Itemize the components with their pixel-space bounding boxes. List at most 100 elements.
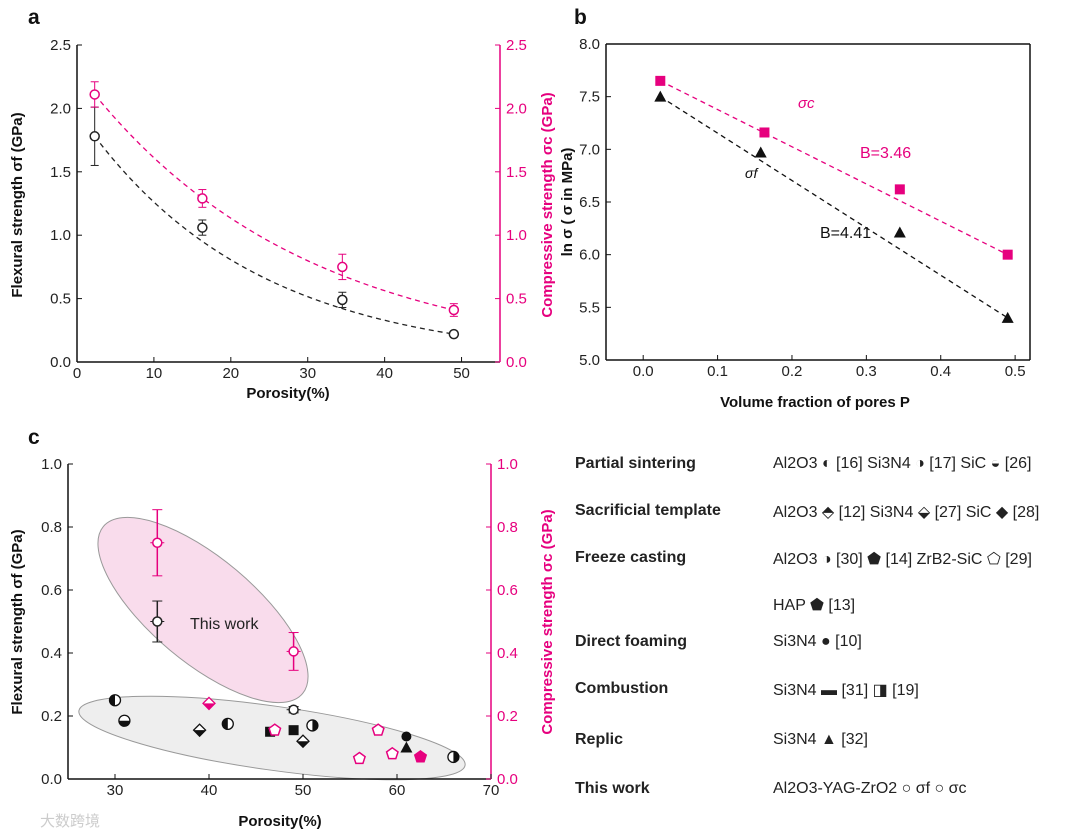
panel-c-this-work-point bbox=[288, 704, 299, 715]
panel-c-literature-point-fill bbox=[222, 718, 228, 730]
panel-a-x-tick-label: 40 bbox=[376, 365, 393, 382]
panel-a-data-point bbox=[337, 261, 348, 273]
panel-b-data-point bbox=[759, 127, 770, 138]
panel-c-x-tick-label: 40 bbox=[201, 782, 218, 799]
panel-label-c: c bbox=[28, 426, 40, 449]
legend-method: Freeze casting bbox=[575, 549, 687, 566]
panel-c-y-tick-label: 0.0 bbox=[41, 771, 62, 788]
panel-b-y-tick-label: 6.5 bbox=[579, 194, 600, 211]
panel-c-literature-point bbox=[371, 723, 385, 736]
panel-c-right-tick-label: 0.0 bbox=[497, 771, 518, 788]
panel-b-data-point bbox=[1002, 249, 1013, 260]
panel-b-y-tick-label: 7.0 bbox=[579, 141, 600, 158]
panel-a-x-tick-label: 50 bbox=[453, 365, 470, 382]
panel-c-literature-point-fill bbox=[297, 741, 309, 748]
this-work-ellipse bbox=[97, 516, 309, 704]
panel-c-literature-point-fill bbox=[203, 703, 215, 710]
watermark: 大数跨境 bbox=[40, 812, 100, 830]
panel-c-this-work-point bbox=[152, 537, 163, 548]
panel-c-this-work-point bbox=[152, 616, 163, 627]
panel-a-right-tick-label: 2.5 bbox=[506, 37, 527, 54]
panel-a-y-tick-label: 0.5 bbox=[50, 291, 71, 308]
panel-c-literature-point bbox=[400, 741, 413, 753]
panel-a-data-point bbox=[197, 193, 208, 204]
b-fit-f-label: B=4.41 bbox=[820, 225, 871, 242]
a-ylabel-right: Compressive strength σc (GPa) bbox=[539, 92, 556, 317]
panel-c-x-tick-label: 50 bbox=[295, 782, 312, 799]
legend-entries: Al2O3-YAG-ZrO2 ○ σf ○ σc bbox=[773, 780, 967, 797]
panel-b-x-tick-label: 0.2 bbox=[782, 363, 803, 380]
panel-c-y-tick-label: 0.8 bbox=[41, 519, 62, 536]
panel-c-y-tick-label: 0.4 bbox=[41, 645, 62, 662]
panel-b-data-point bbox=[754, 146, 767, 158]
panel-c-literature-point-fill bbox=[453, 751, 459, 763]
legend-method: This work bbox=[575, 780, 650, 797]
panel-c-y-tick-label: 1.0 bbox=[41, 456, 62, 473]
panel-c-literature-point-fill bbox=[118, 720, 130, 727]
panel-c-literature-point bbox=[352, 751, 366, 765]
legend-method: Combustion bbox=[575, 680, 669, 697]
legend-method: Direct foaming bbox=[575, 633, 688, 650]
panel-a-data-point bbox=[337, 294, 348, 306]
panel-c-right-tick-label: 0.6 bbox=[497, 582, 518, 599]
panel-a-fit-line-0 bbox=[94, 135, 454, 335]
panel-c-literature-point bbox=[401, 731, 412, 742]
c-ylabel-right: Compressive strength σc (GPa) bbox=[539, 509, 556, 734]
panel-a-y-tick-label: 2.0 bbox=[50, 100, 71, 117]
panel-c-literature-point-fill bbox=[312, 719, 318, 731]
panel-a-y-tick-label: 0.0 bbox=[50, 354, 71, 371]
panel-c-x-tick-label: 70 bbox=[483, 782, 500, 799]
panel-a-data-point bbox=[89, 89, 100, 100]
panel-a-right-tick-label: 1.0 bbox=[506, 227, 527, 244]
panel-a-data-point bbox=[448, 304, 460, 316]
panel-b-y-tick-label: 5.5 bbox=[579, 299, 600, 316]
panel-c-this-work-point bbox=[288, 646, 299, 657]
panel-a-x-tick-label: 10 bbox=[146, 365, 163, 382]
c-xlabel: Porosity(%) bbox=[238, 813, 321, 830]
panel-a-x-tick-label: 30 bbox=[299, 365, 316, 382]
panel-a-right-tick-label: 0.5 bbox=[506, 291, 527, 308]
this-work-annotation: This work bbox=[190, 616, 259, 633]
panel-b-data-point bbox=[1001, 311, 1014, 323]
legend-method: Sacrificial template bbox=[575, 502, 721, 519]
panel-a-y-tick-label: 1.5 bbox=[50, 164, 71, 181]
panel-b-x-tick-label: 0.0 bbox=[633, 363, 654, 380]
panel-c-y-tick-label: 0.2 bbox=[41, 708, 62, 725]
panel-a-x-tick-label: 0 bbox=[73, 365, 81, 382]
panel-b-data-point bbox=[655, 75, 666, 86]
b-ylabel: ln σ ( σ in MPa) bbox=[559, 148, 576, 257]
panel-c-right-tick-label: 0.8 bbox=[497, 519, 518, 536]
panel-c-literature-point-fill bbox=[193, 730, 206, 737]
panel-c-literature-point bbox=[288, 725, 299, 736]
c-ylabel: Flexural strength σf (GPa) bbox=[9, 529, 26, 714]
b-sigma-f-label: σf bbox=[745, 165, 759, 181]
panel-a-data-point bbox=[89, 131, 100, 142]
b-fit-c-label: B=3.46 bbox=[860, 145, 911, 162]
panel-b-y-tick-label: 5.0 bbox=[579, 352, 600, 369]
legend-entries: Si3N4 ● [10] bbox=[773, 633, 862, 650]
panel-a-fit-line-1 bbox=[94, 94, 455, 311]
legend-entries: Si3N4 ▬ [31] ◨ [19] bbox=[773, 682, 919, 699]
panel-a-right-tick-label: 0.0 bbox=[506, 354, 527, 371]
legend-entries: HAP ⬟ [13] bbox=[773, 597, 856, 614]
b-xlabel: Volume fraction of pores P bbox=[720, 394, 910, 411]
panel-b-data-point bbox=[893, 226, 906, 238]
panel-a-right-tick-label: 1.5 bbox=[506, 164, 527, 181]
legend-entries: Si3N4 ▲ [32] bbox=[773, 731, 868, 748]
panel-a-x-tick-label: 20 bbox=[222, 365, 239, 382]
panel-b-y-tick-label: 8.0 bbox=[579, 36, 600, 53]
panel-b-fit-line-0 bbox=[660, 80, 1008, 256]
panel-b-y-tick-label: 7.5 bbox=[579, 89, 600, 106]
panel-b-data-point bbox=[654, 90, 667, 102]
panel-c-literature-point bbox=[385, 746, 399, 760]
panel-b-data-point bbox=[894, 184, 905, 195]
legend-entries: Al2O3 ⬘ [12] Si3N4 ⬙ [27] SiC ◆ [28] bbox=[773, 504, 1040, 521]
panel-c-right-tick-label: 0.2 bbox=[497, 708, 518, 725]
panel-c-x-tick-label: 30 bbox=[107, 782, 124, 799]
panel-b-y-tick-label: 6.0 bbox=[579, 247, 600, 264]
panel-a-data-point bbox=[197, 222, 208, 233]
panel-b-x-tick-label: 0.1 bbox=[707, 363, 728, 380]
literature-ellipse bbox=[78, 695, 466, 781]
panel-c-right-tick-label: 1.0 bbox=[497, 456, 518, 473]
